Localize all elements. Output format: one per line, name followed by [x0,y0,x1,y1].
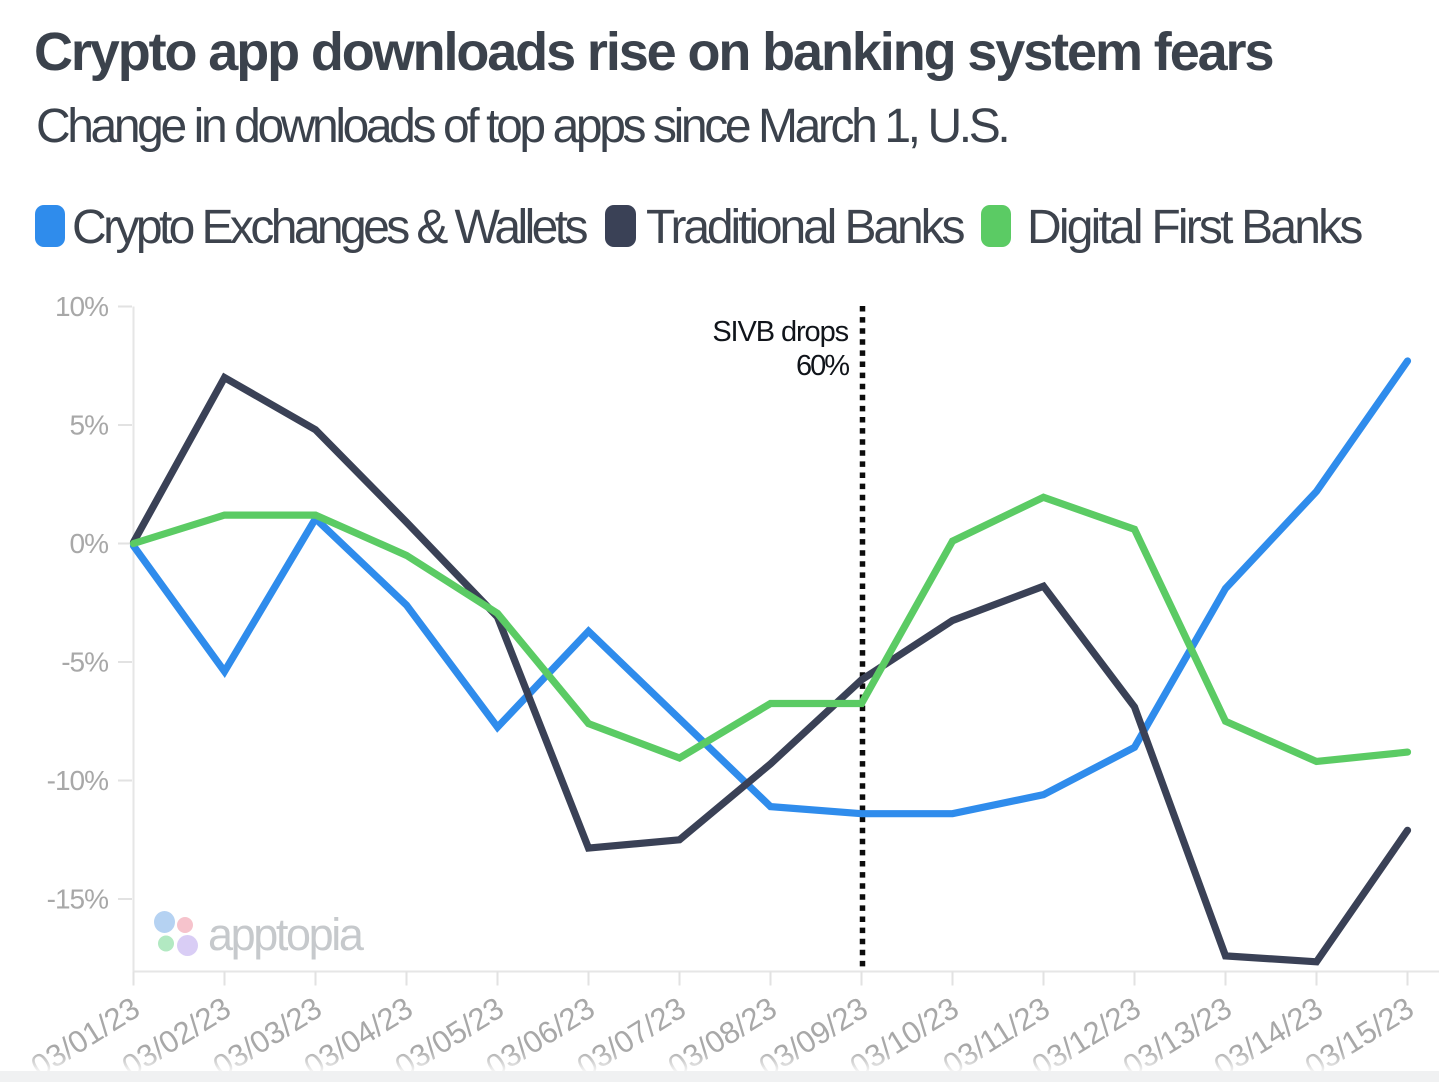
svg-text:Crypto Exchanges & Wallets: Crypto Exchanges & Wallets [72,201,587,254]
svg-text:-5%: -5% [61,647,108,678]
svg-text:-10%: -10% [47,765,108,796]
svg-text:Traditional Banks: Traditional Banks [646,201,964,254]
svg-text:Change in downloads of top app: Change in downloads of top apps since Ma… [36,100,1007,153]
svg-text:5%: 5% [70,410,109,441]
svg-text:60%: 60% [796,350,849,382]
svg-text:Digital First Banks: Digital First Banks [1027,201,1362,254]
svg-text:SIVB drops: SIVB drops [712,316,848,348]
svg-text:10%: 10% [55,291,108,322]
svg-text:0%: 0% [70,528,109,559]
svg-text:Crypto app downloads rise on b: Crypto app downloads rise on banking sys… [34,22,1272,82]
svg-text:-15%: -15% [47,884,108,915]
svg-text:apptopia: apptopia [208,909,365,960]
